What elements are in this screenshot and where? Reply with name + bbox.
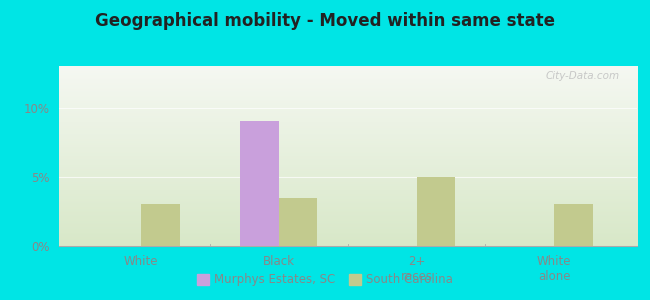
Bar <box>417 177 455 246</box>
Legend: Murphys Estates, SC, South Carolina: Murphys Estates, SC, South Carolina <box>192 269 458 291</box>
Bar <box>279 197 317 246</box>
Bar <box>141 205 179 246</box>
Bar <box>554 205 593 246</box>
Text: City-Data.com: City-Data.com <box>545 71 619 81</box>
Bar <box>240 122 279 246</box>
Text: Geographical mobility - Moved within same state: Geographical mobility - Moved within sam… <box>95 12 555 30</box>
